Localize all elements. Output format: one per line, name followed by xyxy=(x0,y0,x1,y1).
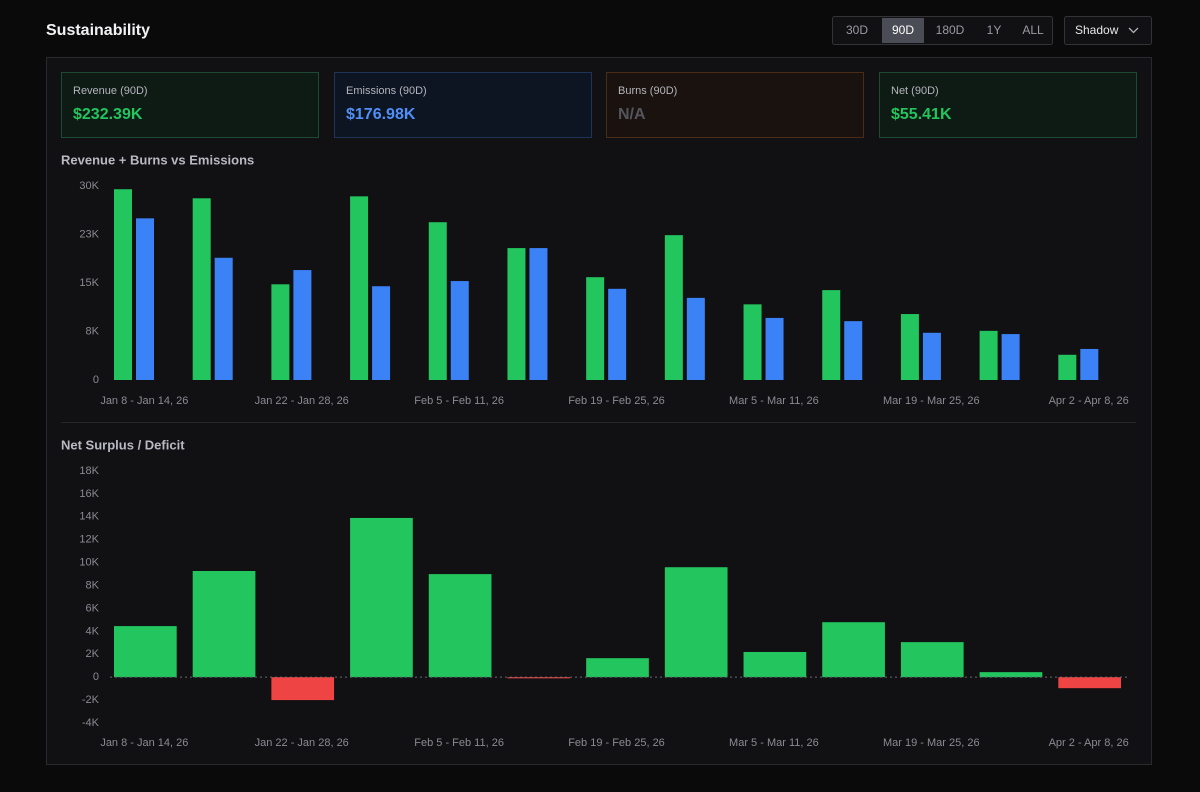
x-tick-label: Feb 5 - Feb 11, 26 xyxy=(414,395,504,407)
y-tick-label: 0 xyxy=(93,374,99,386)
bar xyxy=(822,290,841,380)
bar xyxy=(450,281,469,380)
bar xyxy=(1001,334,1020,380)
x-tick-label: Feb 19 - Feb 25, 26 xyxy=(568,395,665,407)
bar xyxy=(743,651,807,678)
y-tick-label: 16K xyxy=(79,488,99,500)
card-value: $55.41K xyxy=(891,106,952,123)
y-tick-label: 12K xyxy=(79,534,99,546)
x-tick-label: Mar 19 - Mar 25, 26 xyxy=(883,737,980,749)
bar xyxy=(507,677,571,679)
y-tick-label: 8K xyxy=(86,325,100,337)
bar xyxy=(900,642,964,678)
bar xyxy=(529,248,548,380)
bar xyxy=(664,567,728,678)
bar xyxy=(350,517,413,678)
x-tick-label: Jan 8 - Jan 14, 26 xyxy=(100,395,188,407)
range-button[interactable]: 180D xyxy=(936,23,965,37)
bar xyxy=(1058,677,1121,689)
card xyxy=(879,72,1137,138)
y-tick-label: 30K xyxy=(79,180,99,192)
bar xyxy=(350,196,369,380)
card xyxy=(334,72,592,138)
y-tick-label: 2K xyxy=(86,648,100,660)
bar xyxy=(372,286,391,380)
range-active xyxy=(882,18,924,43)
card-label: Revenue (90D) xyxy=(73,85,148,97)
chart-title: Revenue + Burns vs Emissions xyxy=(61,152,254,167)
bar xyxy=(114,626,177,678)
page-title: Sustainability xyxy=(46,22,150,39)
dropdown[interactable] xyxy=(1064,16,1152,45)
y-tick-label: -4K xyxy=(82,717,100,729)
bar xyxy=(979,330,998,380)
dropdown-label[interactable]: Shadow xyxy=(1075,23,1119,37)
x-tick-label: Apr 2 - Apr 8, 26 xyxy=(1049,395,1129,407)
y-tick-label: 0 xyxy=(93,671,99,683)
x-tick-label: Mar 19 - Mar 25, 26 xyxy=(883,395,980,407)
range-button[interactable]: 30D xyxy=(846,23,868,37)
card-label: Net (90D) xyxy=(891,85,939,97)
y-tick-label: 4K xyxy=(86,625,100,637)
card xyxy=(61,72,319,138)
bar xyxy=(608,288,627,380)
chart-title: Net Surplus / Deficit xyxy=(61,437,185,452)
bar xyxy=(114,189,132,380)
x-tick-label: Jan 8 - Jan 14, 26 xyxy=(100,737,188,749)
x-tick-label: Jan 22 - Jan 28, 26 xyxy=(255,737,349,749)
range-button[interactable]: ALL xyxy=(1022,23,1044,37)
bar xyxy=(664,235,683,380)
x-tick-label: Feb 5 - Feb 11, 26 xyxy=(414,737,504,749)
card-value: N/A xyxy=(618,106,646,123)
card-value: $232.39K xyxy=(73,106,143,123)
bar xyxy=(192,198,211,380)
range-button[interactable]: 1Y xyxy=(987,23,1002,37)
dropdown-chevron xyxy=(1128,27,1139,34)
bar xyxy=(586,658,649,678)
bar xyxy=(979,672,1043,678)
bar xyxy=(1080,348,1099,380)
bar xyxy=(428,574,492,678)
y-tick-label: 15K xyxy=(79,277,99,289)
bar xyxy=(507,248,526,380)
card-label: Burns (90D) xyxy=(618,85,677,97)
y-tick-label: 23K xyxy=(79,228,99,240)
bar xyxy=(822,622,885,678)
bar xyxy=(214,257,233,380)
bar xyxy=(765,317,784,380)
y-tick-label: 14K xyxy=(79,511,99,523)
bar xyxy=(922,332,941,380)
bar xyxy=(686,297,705,380)
bar xyxy=(271,284,290,380)
bar xyxy=(844,321,863,380)
bar xyxy=(271,677,335,701)
bar xyxy=(900,314,919,380)
bar xyxy=(428,222,447,380)
card xyxy=(606,72,864,138)
bar xyxy=(293,270,312,380)
y-tick-label: 10K xyxy=(79,557,99,569)
y-tick-label: 6K xyxy=(86,602,100,614)
x-tick-label: Mar 5 - Mar 11, 26 xyxy=(729,395,819,407)
bar xyxy=(136,218,154,380)
y-tick-label: -2K xyxy=(82,694,100,706)
x-tick-label: Apr 2 - Apr 8, 26 xyxy=(1049,737,1129,749)
x-tick-label: Mar 5 - Mar 11, 26 xyxy=(729,737,819,749)
x-tick-label: Feb 19 - Feb 25, 26 xyxy=(568,737,665,749)
card-value: $176.98K xyxy=(346,106,416,123)
y-tick-label: 18K xyxy=(79,465,99,477)
x-tick-label: Jan 22 - Jan 28, 26 xyxy=(255,395,349,407)
bar xyxy=(192,570,256,678)
bar xyxy=(1058,354,1077,380)
bar xyxy=(743,304,762,380)
card-label: Emissions (90D) xyxy=(346,85,427,97)
bar xyxy=(586,277,605,380)
y-tick-label: 8K xyxy=(86,579,100,591)
range-button[interactable]: 90D xyxy=(892,23,914,37)
